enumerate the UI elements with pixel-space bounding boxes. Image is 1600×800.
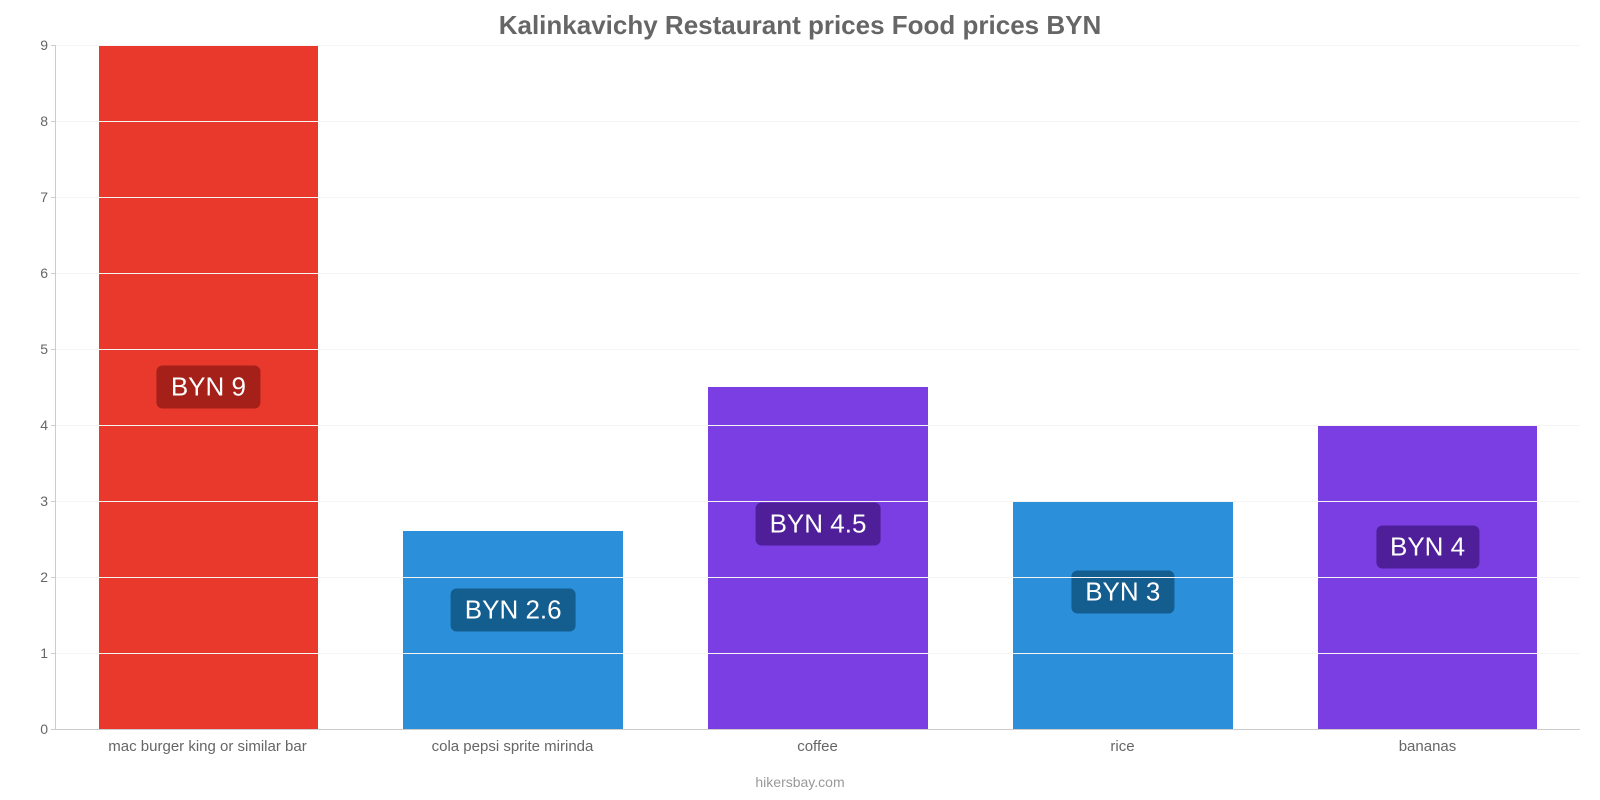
y-tick-label: 1 <box>40 645 48 661</box>
x-axis-labels: mac burger king or similar barcola pepsi… <box>55 738 1580 755</box>
plot-area: BYN 9BYN 2.6BYN 4.5BYN 3BYN 4 0123456789 <box>55 45 1580 730</box>
gridline <box>56 273 1580 274</box>
gridline <box>56 425 1580 426</box>
gridline <box>56 197 1580 198</box>
x-axis-label: cola pepsi sprite mirinda <box>360 738 665 755</box>
bar-group: BYN 4.5 <box>666 45 971 729</box>
y-tick-mark <box>51 729 56 730</box>
y-tick-label: 2 <box>40 569 48 585</box>
x-axis-label: coffee <box>665 738 970 755</box>
y-tick-mark <box>51 273 56 274</box>
x-axis-label: mac burger king or similar bar <box>55 738 360 755</box>
bar: BYN 3 <box>1013 501 1232 729</box>
x-axis-label: bananas <box>1275 738 1580 755</box>
chart-container: BYN 9BYN 2.6BYN 4.5BYN 3BYN 4 0123456789 <box>55 45 1580 730</box>
y-tick-mark <box>51 197 56 198</box>
gridline <box>56 349 1580 350</box>
gridline <box>56 45 1580 46</box>
y-tick-label: 6 <box>40 265 48 281</box>
y-tick-mark <box>51 121 56 122</box>
bar-group: BYN 3 <box>970 45 1275 729</box>
value-label: BYN 4 <box>1376 525 1479 568</box>
bar: BYN 9 <box>99 45 318 729</box>
gridline <box>56 577 1580 578</box>
source-attribution: hikersbay.com <box>0 774 1600 790</box>
bar: BYN 4.5 <box>708 387 927 729</box>
bar: BYN 2.6 <box>403 531 622 729</box>
y-tick-label: 4 <box>40 417 48 433</box>
value-label: BYN 4.5 <box>756 502 881 545</box>
gridline <box>56 653 1580 654</box>
gridline <box>56 501 1580 502</box>
y-tick-label: 9 <box>40 37 48 53</box>
y-tick-mark <box>51 501 56 502</box>
y-tick-mark <box>51 349 56 350</box>
bar-group: BYN 2.6 <box>361 45 666 729</box>
y-tick-label: 8 <box>40 113 48 129</box>
gridline <box>56 121 1580 122</box>
bar-group: BYN 4 <box>1275 45 1580 729</box>
value-label: BYN 2.6 <box>451 589 576 632</box>
y-tick-mark <box>51 425 56 426</box>
value-label: BYN 9 <box>157 366 260 409</box>
chart-title: Kalinkavichy Restaurant prices Food pric… <box>0 0 1600 45</box>
y-tick-label: 3 <box>40 493 48 509</box>
y-tick-mark <box>51 653 56 654</box>
bar-group: BYN 9 <box>56 45 361 729</box>
y-tick-label: 7 <box>40 189 48 205</box>
y-tick-label: 5 <box>40 341 48 357</box>
y-tick-mark <box>51 45 56 46</box>
x-axis-label: rice <box>970 738 1275 755</box>
y-tick-mark <box>51 577 56 578</box>
y-tick-label: 0 <box>40 721 48 737</box>
bars-container: BYN 9 BYN 2.6 BYN 4.5 BYN 3 BYN 4 <box>56 45 1580 729</box>
